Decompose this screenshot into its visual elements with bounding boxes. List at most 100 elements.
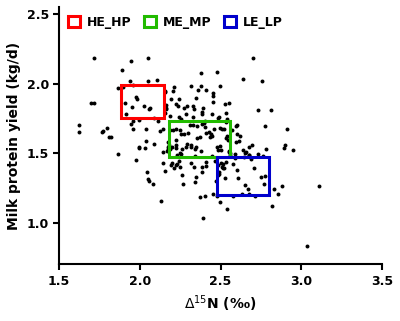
Point: [252, 194, 258, 199]
Point: [141, 103, 147, 108]
Point: [164, 148, 170, 153]
Point: [162, 90, 168, 95]
Point: [177, 128, 183, 133]
Point: [136, 118, 142, 123]
Point: [180, 181, 186, 187]
Point: [176, 115, 182, 120]
Point: [169, 144, 176, 150]
Point: [165, 144, 171, 149]
Point: [155, 119, 162, 124]
Point: [223, 120, 229, 125]
Point: [122, 101, 128, 106]
Point: [158, 198, 164, 204]
Point: [151, 141, 157, 146]
Point: [316, 184, 322, 189]
Point: [216, 125, 223, 130]
Point: [224, 133, 230, 138]
Point: [233, 123, 240, 128]
Point: [162, 88, 168, 93]
Point: [136, 145, 142, 151]
Point: [167, 146, 173, 151]
Point: [279, 184, 285, 189]
Point: [143, 138, 149, 143]
Point: [215, 116, 221, 121]
Point: [210, 100, 216, 105]
Point: [147, 105, 153, 110]
Point: [176, 158, 182, 163]
Point: [98, 129, 105, 134]
Point: [223, 160, 229, 165]
Point: [209, 153, 215, 158]
Point: [242, 151, 248, 156]
Point: [203, 130, 210, 135]
Point: [88, 100, 95, 105]
Point: [270, 186, 277, 191]
Point: [198, 111, 205, 117]
Point: [168, 162, 174, 168]
Point: [248, 143, 255, 148]
Point: [170, 88, 176, 93]
Point: [196, 134, 203, 140]
Point: [275, 191, 282, 196]
Point: [188, 142, 195, 147]
Point: [216, 169, 222, 174]
Point: [151, 115, 157, 120]
Point: [198, 71, 204, 76]
Point: [91, 56, 97, 61]
Point: [234, 167, 240, 172]
Point: [176, 96, 182, 101]
Point: [142, 145, 148, 151]
Point: [222, 175, 228, 180]
Point: [230, 194, 236, 199]
Point: [165, 140, 172, 145]
Point: [202, 124, 208, 129]
Point: [168, 97, 174, 102]
Point: [193, 145, 200, 150]
Point: [146, 107, 153, 112]
Point: [192, 154, 198, 159]
Point: [183, 111, 189, 117]
Point: [202, 118, 208, 123]
Point: [261, 181, 268, 186]
Point: [194, 88, 201, 93]
Point: [234, 131, 240, 136]
Point: [90, 100, 97, 105]
Point: [123, 111, 129, 117]
Point: [209, 111, 215, 116]
Point: [128, 58, 134, 63]
Point: [203, 87, 209, 92]
Point: [246, 152, 253, 158]
Point: [173, 101, 179, 106]
Point: [263, 147, 269, 152]
Point: [268, 108, 275, 113]
Point: [108, 134, 115, 140]
Point: [167, 127, 173, 133]
Point: [106, 134, 112, 139]
Point: [212, 159, 218, 164]
Point: [281, 145, 287, 150]
Point: [192, 147, 198, 152]
Point: [254, 151, 261, 156]
Point: [130, 82, 136, 87]
Point: [188, 84, 194, 89]
Point: [163, 106, 169, 111]
Point: [246, 152, 252, 158]
Point: [226, 100, 232, 105]
Point: [214, 193, 220, 198]
Point: [191, 164, 197, 169]
Point: [75, 122, 82, 127]
Point: [207, 134, 214, 139]
Point: [160, 161, 166, 166]
Point: [197, 194, 204, 199]
Point: [128, 121, 134, 126]
Point: [193, 175, 199, 180]
Point: [227, 150, 234, 155]
Point: [258, 79, 265, 84]
Point: [211, 126, 218, 132]
Point: [174, 152, 180, 158]
Point: [127, 78, 134, 83]
Point: [120, 85, 127, 90]
Point: [114, 86, 121, 91]
Point: [119, 67, 126, 72]
Point: [246, 191, 252, 196]
